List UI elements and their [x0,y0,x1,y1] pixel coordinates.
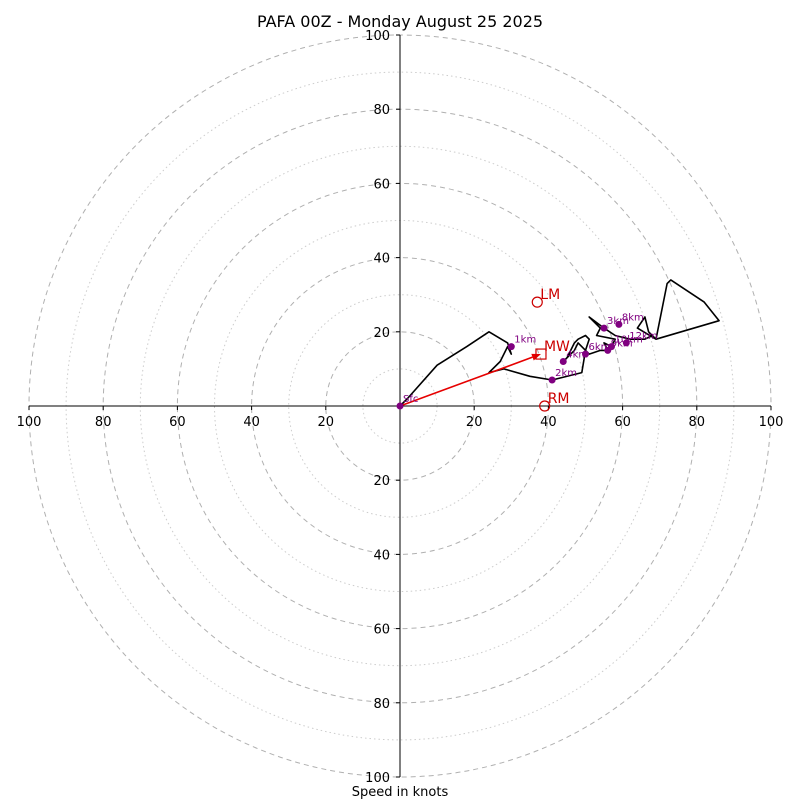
x-tick-label: 100 [759,415,784,430]
y-tick-label: 80 [373,697,390,712]
y-tick-label: 100 [365,29,390,44]
hodograph-trace-group [399,279,720,407]
height-marker-label-12km: 12km [629,331,657,342]
storm-label-MW: MW [544,339,570,355]
x-tick-label: 80 [95,415,112,430]
x-axis-label: Speed in knots [352,785,449,800]
height-marker-label-4km: 4km [566,349,588,360]
x-tick-label: 60 [169,415,186,430]
height-marker-label-Sfc: Sfc [403,394,418,405]
storm-motion-markers: LM MW RM [531,287,570,412]
storm-marker-RM [539,400,551,412]
tick-labels: 100 80 60 40 20 20 40 60 80 100 100 80 60 40 20 20 40 60 8… [17,29,784,786]
y-tick-label: 80 [373,103,390,118]
x-tick-label: 20 [318,415,335,430]
y-tick-label: 40 [373,548,390,563]
height-marker-10km [607,343,615,351]
y-tick-label: 20 [373,474,390,489]
height-marker-label-6km: 6km [589,342,611,353]
y-tick-label: 40 [373,252,390,267]
height-marker-6km [582,350,589,358]
height-marker-8km [615,320,623,328]
x-tick-label: 20 [466,415,483,430]
chart-title: PAFA 00Z - Monday August 25 2025 [257,12,543,31]
height-marker-2km [548,376,556,384]
y-tick-label: 100 [365,771,390,786]
y-tick-label: 20 [373,326,390,341]
height-marker-label-9km: 9km [611,338,633,349]
height-marker-1km [507,343,515,351]
x-tick-label: 80 [689,415,706,430]
y-tick-label: 60 [373,177,390,192]
x-tick-label: 40 [540,415,557,430]
height-marker-Sfc [396,402,404,410]
storm-marker-MW [535,348,547,360]
storm-label-LM: LM [540,287,560,303]
height-marker-label-10km: 10km [614,335,642,346]
height-marker-4km [559,357,567,365]
height-marker-3km [600,324,608,332]
hodograph-trace [399,279,720,407]
y-tick-label: 60 [373,623,390,638]
height-marker-label-8km: 8km [622,312,644,323]
height-marker-12km [622,339,630,347]
storm-label-RM: RM [548,391,570,407]
x-tick-label: 60 [614,415,631,430]
height-markers: Sfc1km2km3km4km6km8km9km10km12km [396,312,658,410]
x-tick-label: 100 [17,415,42,430]
height-marker-label-1km: 1km [514,335,536,346]
storm-marker-LM [531,296,543,308]
mean-wind-vector [399,356,533,407]
x-tick-label: 40 [243,415,260,430]
height-marker-label-2km: 2km [555,368,577,379]
